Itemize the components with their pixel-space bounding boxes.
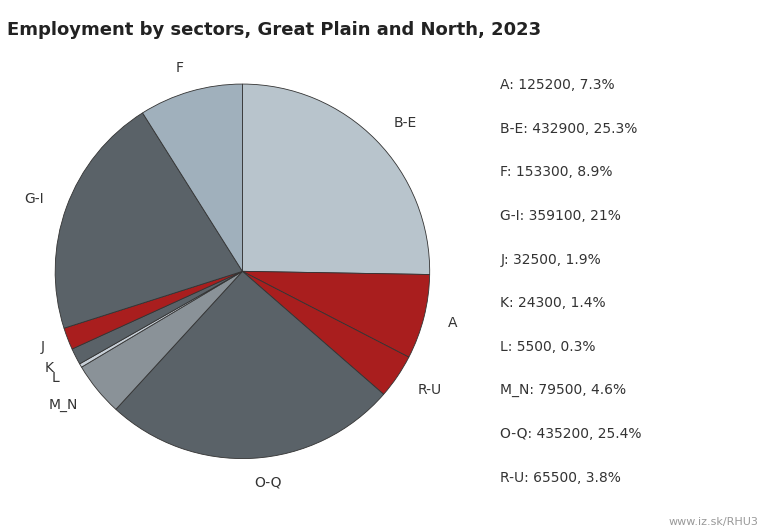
- Text: R-U: R-U: [418, 383, 442, 397]
- Wedge shape: [116, 271, 384, 459]
- Text: O-Q: O-Q: [254, 476, 282, 489]
- Wedge shape: [142, 84, 242, 271]
- Wedge shape: [56, 113, 242, 328]
- Text: O-Q: 435200, 25.4%: O-Q: 435200, 25.4%: [500, 427, 642, 441]
- Text: L: L: [52, 371, 59, 385]
- Text: B-E: B-E: [393, 116, 417, 130]
- Text: L: 5500, 0.3%: L: 5500, 0.3%: [500, 340, 596, 354]
- Text: K: 24300, 1.4%: K: 24300, 1.4%: [500, 296, 606, 310]
- Wedge shape: [242, 271, 409, 394]
- Text: B-E: 432900, 25.3%: B-E: 432900, 25.3%: [500, 122, 638, 136]
- Text: M_N: M_N: [49, 398, 78, 412]
- Text: M_N: 79500, 4.6%: M_N: 79500, 4.6%: [500, 384, 626, 397]
- Wedge shape: [81, 271, 242, 409]
- Text: F: 153300, 8.9%: F: 153300, 8.9%: [500, 165, 613, 179]
- Wedge shape: [64, 271, 242, 349]
- Wedge shape: [80, 271, 242, 367]
- Text: J: 32500, 1.9%: J: 32500, 1.9%: [500, 253, 601, 267]
- Wedge shape: [242, 271, 429, 357]
- Text: J: J: [41, 340, 45, 354]
- Text: G-I: G-I: [24, 192, 44, 206]
- Text: F: F: [176, 61, 184, 75]
- Wedge shape: [72, 271, 242, 364]
- Text: R-U: 65500, 3.8%: R-U: 65500, 3.8%: [500, 471, 622, 485]
- Wedge shape: [242, 84, 429, 275]
- Text: K: K: [45, 361, 54, 375]
- Text: A: 125200, 7.3%: A: 125200, 7.3%: [500, 78, 615, 92]
- Text: Employment by sectors, Great Plain and North, 2023: Employment by sectors, Great Plain and N…: [6, 21, 541, 39]
- Text: www.iz.sk/RHU3: www.iz.sk/RHU3: [669, 517, 759, 527]
- Text: A: A: [447, 316, 457, 330]
- Text: G-I: 359100, 21%: G-I: 359100, 21%: [500, 209, 622, 223]
